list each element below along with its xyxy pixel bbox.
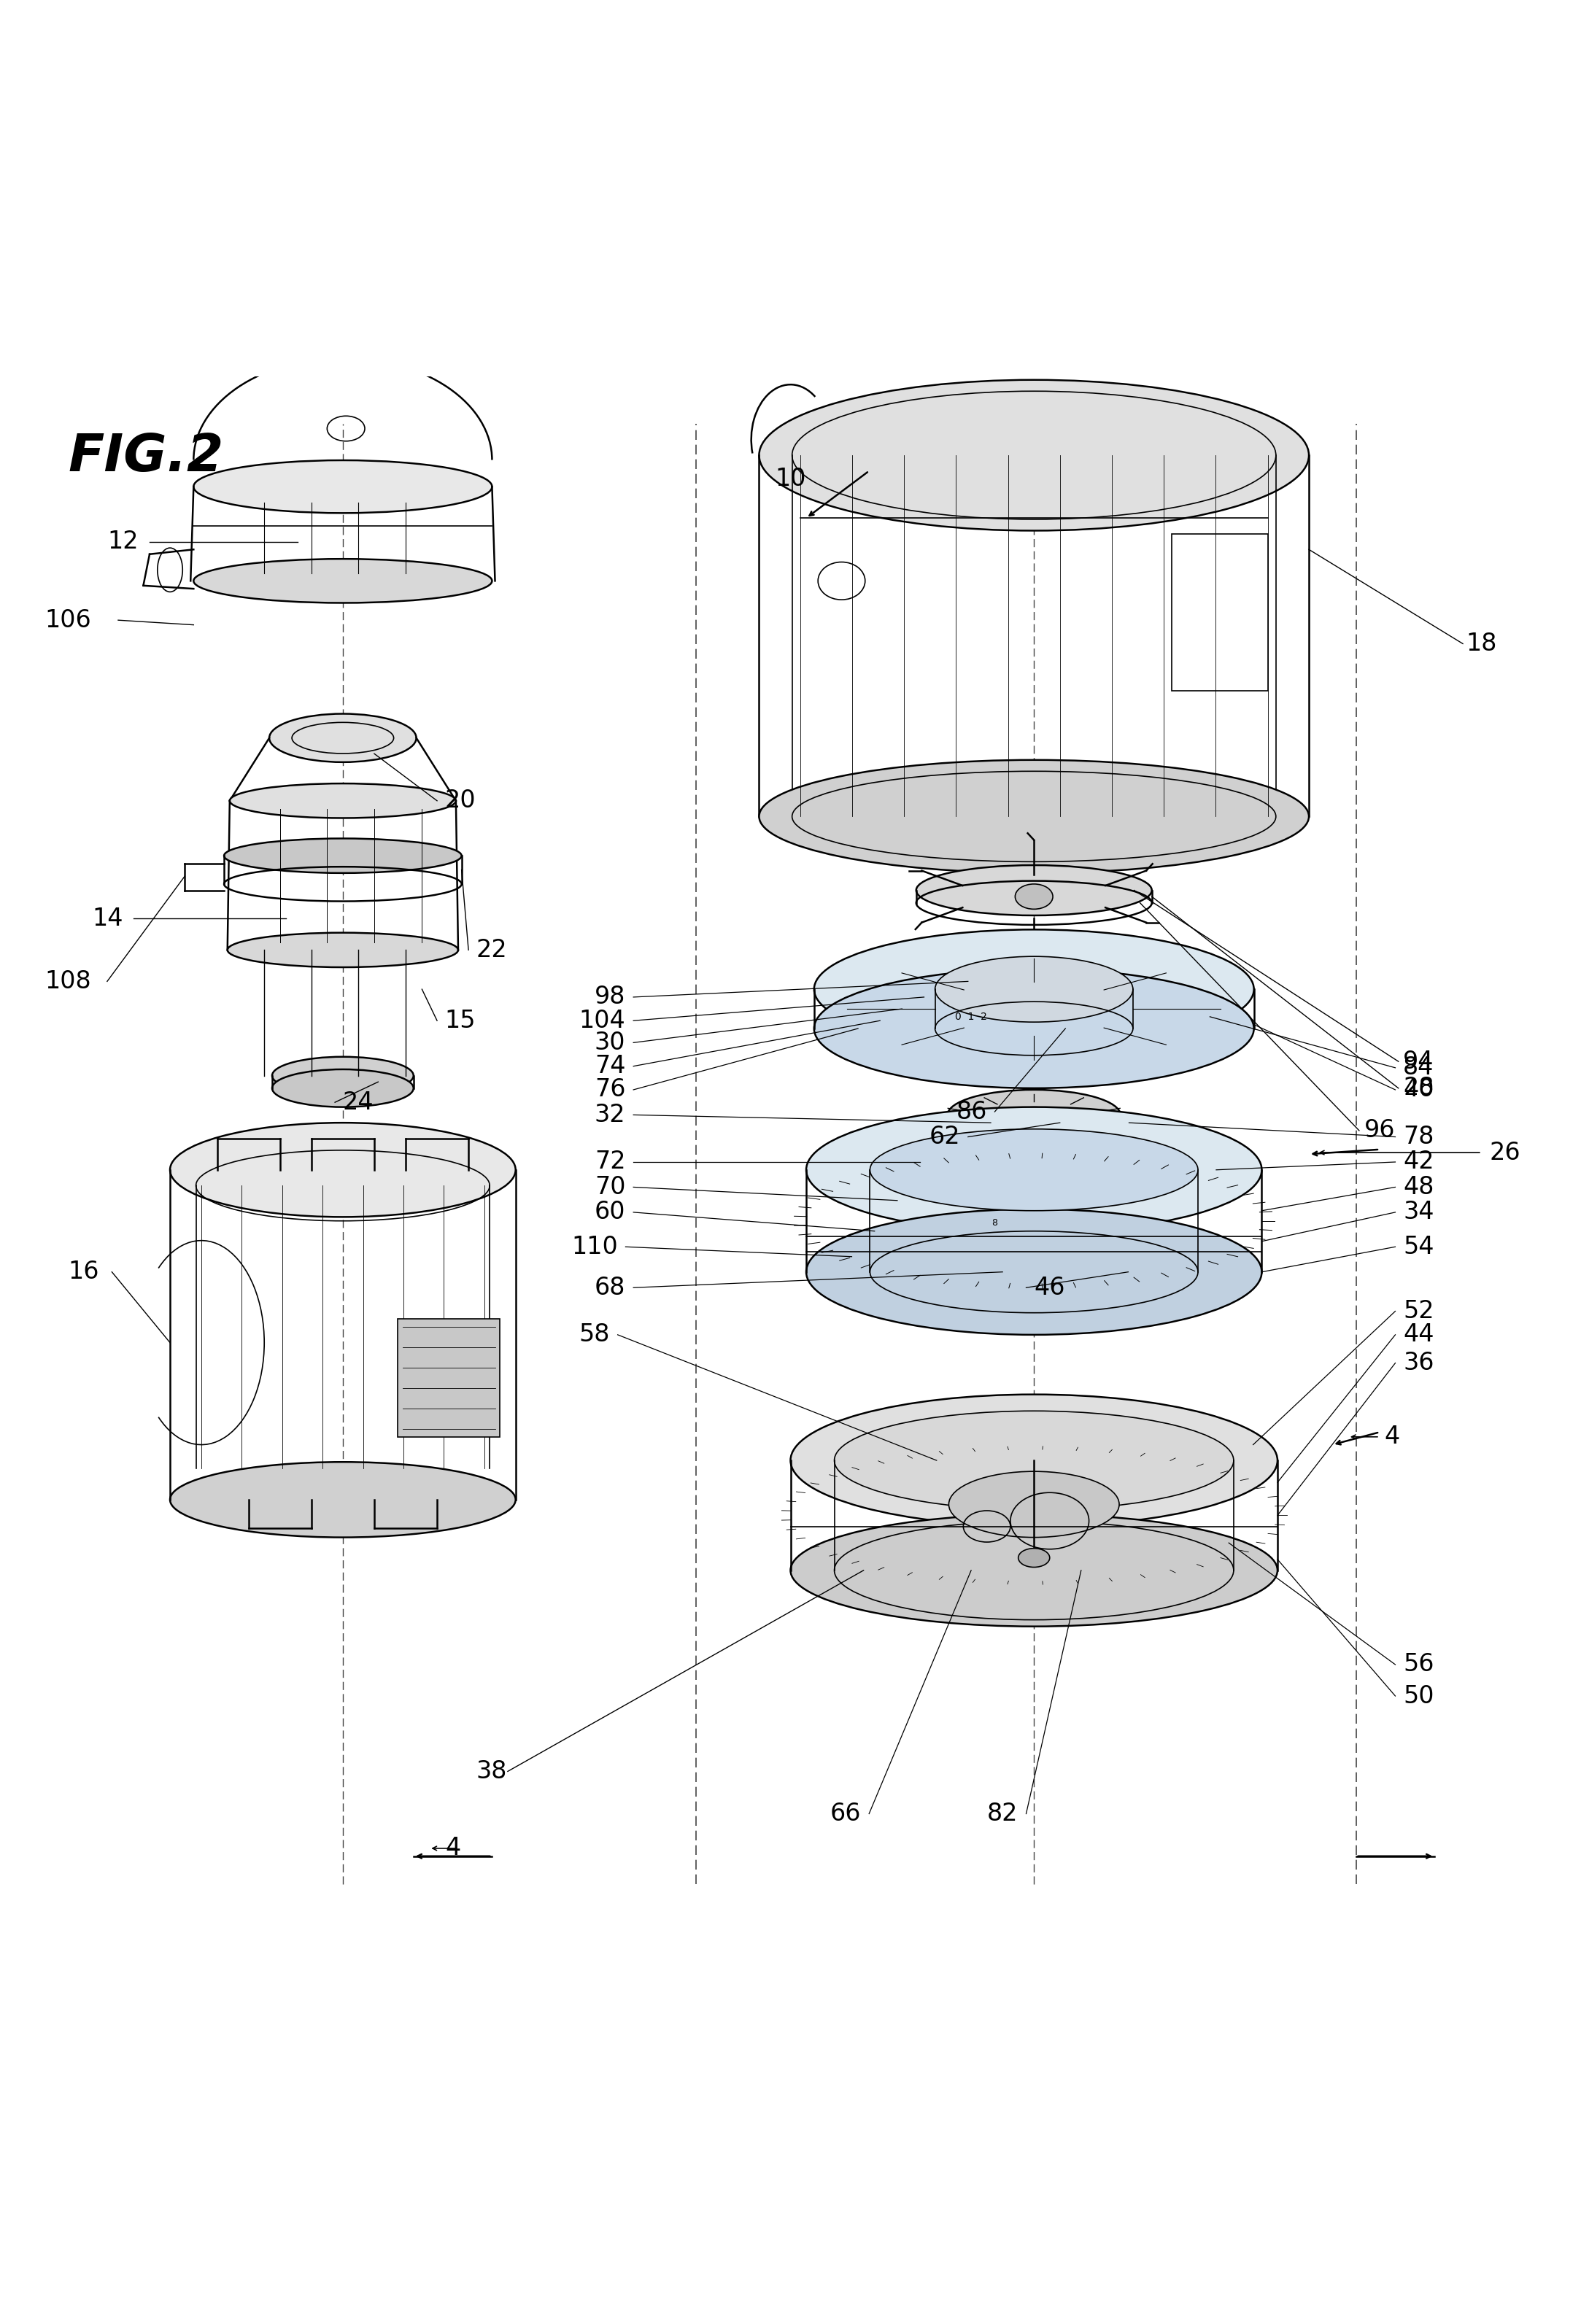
Ellipse shape	[835, 1411, 1233, 1511]
Ellipse shape	[1018, 1548, 1050, 1566]
Text: 62: 62	[930, 1125, 960, 1148]
Text: 96: 96	[1364, 1118, 1394, 1143]
Bar	[398, 1320, 500, 1436]
Text: 110: 110	[571, 1234, 618, 1260]
Text: 86: 86	[957, 1099, 987, 1125]
Text: 32: 32	[594, 1104, 626, 1127]
Text: 4: 4	[446, 1836, 460, 1862]
Text: 8: 8	[991, 1218, 998, 1227]
Text: 106: 106	[44, 609, 92, 632]
Ellipse shape	[272, 1057, 414, 1095]
Ellipse shape	[790, 1515, 1277, 1627]
Ellipse shape	[225, 839, 462, 874]
Ellipse shape	[171, 1122, 515, 1218]
Text: 70: 70	[594, 1176, 626, 1199]
Text: 36: 36	[1404, 1350, 1434, 1376]
Ellipse shape	[947, 1090, 1121, 1141]
Text: 14: 14	[92, 906, 123, 930]
Text: 74: 74	[594, 1055, 626, 1078]
Text: 44: 44	[1404, 1322, 1434, 1348]
Text: 48: 48	[1404, 1176, 1434, 1199]
Ellipse shape	[934, 957, 1134, 1023]
Text: 34: 34	[1404, 1199, 1434, 1225]
Ellipse shape	[193, 558, 492, 602]
Ellipse shape	[814, 930, 1254, 1048]
Text: 58: 58	[579, 1322, 610, 1348]
Text: 104: 104	[579, 1009, 626, 1032]
Ellipse shape	[229, 783, 455, 818]
Ellipse shape	[814, 969, 1254, 1088]
Ellipse shape	[171, 1462, 515, 1538]
Ellipse shape	[790, 1394, 1277, 1527]
Text: 22: 22	[476, 939, 508, 962]
Text: 76: 76	[594, 1078, 626, 1102]
Text: 15: 15	[444, 1009, 476, 1032]
Text: 56: 56	[1404, 1652, 1434, 1676]
Text: 20: 20	[444, 788, 476, 813]
Text: 30: 30	[594, 1030, 626, 1055]
Text: 28: 28	[1404, 1076, 1434, 1099]
Ellipse shape	[949, 1471, 1119, 1538]
Text: 12: 12	[108, 530, 139, 553]
Text: 54: 54	[1404, 1234, 1434, 1260]
Text: 0  1  2: 0 1 2	[955, 1011, 987, 1023]
Text: 84: 84	[1404, 1055, 1434, 1081]
Text: 72: 72	[594, 1150, 626, 1174]
Ellipse shape	[193, 460, 492, 514]
Text: 4: 4	[1385, 1425, 1399, 1448]
Ellipse shape	[1002, 1106, 1066, 1139]
Ellipse shape	[870, 1129, 1198, 1211]
Text: 66: 66	[830, 1801, 862, 1827]
Text: 68: 68	[594, 1276, 626, 1299]
Ellipse shape	[272, 1069, 414, 1106]
Text: 78: 78	[1404, 1125, 1434, 1148]
Text: 24: 24	[343, 1090, 373, 1113]
Ellipse shape	[915, 865, 1153, 916]
Text: 52: 52	[1404, 1299, 1434, 1322]
Text: 40: 40	[1404, 1078, 1434, 1102]
Ellipse shape	[759, 379, 1309, 530]
Ellipse shape	[1015, 883, 1053, 909]
Text: 10: 10	[775, 467, 806, 490]
Text: 108: 108	[44, 969, 92, 992]
Text: 60: 60	[594, 1199, 626, 1225]
Text: 94: 94	[1404, 1050, 1434, 1074]
Ellipse shape	[759, 760, 1309, 874]
Ellipse shape	[269, 713, 416, 762]
Text: 42: 42	[1404, 1150, 1434, 1174]
Text: FIG.2: FIG.2	[68, 432, 223, 481]
Text: 16: 16	[68, 1260, 100, 1283]
Text: 38: 38	[476, 1759, 508, 1783]
Ellipse shape	[228, 932, 458, 967]
Text: 82: 82	[987, 1801, 1018, 1827]
Text: 18: 18	[1466, 632, 1497, 655]
Text: 50: 50	[1404, 1685, 1434, 1708]
Ellipse shape	[806, 1106, 1262, 1232]
Ellipse shape	[806, 1208, 1262, 1334]
Text: 98: 98	[594, 985, 626, 1009]
Bar	[1172, 535, 1268, 690]
Text: 26: 26	[1489, 1141, 1521, 1164]
Text: 46: 46	[1034, 1276, 1066, 1299]
